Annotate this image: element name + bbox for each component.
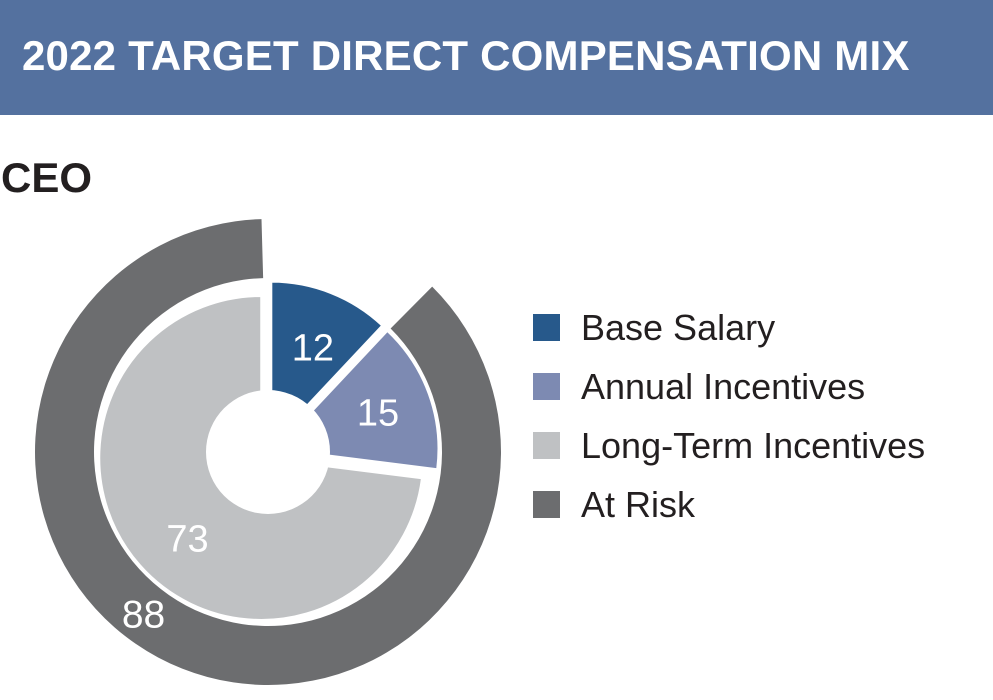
legend-swatch-at-risk bbox=[533, 491, 560, 518]
group-label-ceo: CEO bbox=[1, 154, 93, 201]
legend-item-at-risk: At Risk bbox=[533, 484, 925, 525]
legend-swatch-annual-incentives bbox=[533, 373, 560, 400]
legend-item-annual-incentives: Annual Incentives bbox=[533, 366, 925, 407]
legend-item-long-term-incentives: Long-Term Incentives bbox=[533, 425, 926, 466]
donut-hole bbox=[206, 390, 330, 514]
legend-label: Annual Incentives bbox=[581, 366, 866, 407]
title-banner: 2022 TARGET DIRECT COMPENSATION MIX bbox=[0, 0, 993, 115]
at-risk-value-label: 88 bbox=[122, 593, 165, 636]
legend-label: At Risk bbox=[581, 484, 696, 525]
legend-label: Base Salary bbox=[581, 307, 776, 348]
legend-item-base-salary: Base Salary bbox=[533, 307, 925, 348]
legend-swatch-long-term-incentives bbox=[533, 432, 560, 459]
legend: Base Salary Annual Incentives Long-Term … bbox=[533, 307, 926, 550]
slice-value-long-term-incentives: 73 bbox=[166, 518, 208, 560]
legend-label: Long-Term Incentives bbox=[581, 425, 926, 466]
slice-value-base-salary: 12 bbox=[292, 327, 334, 369]
chart-title: 2022 TARGET DIRECT COMPENSATION MIX bbox=[22, 32, 910, 79]
slice-value-annual-incentives: 15 bbox=[357, 392, 399, 434]
legend-swatch-base-salary bbox=[533, 314, 560, 341]
